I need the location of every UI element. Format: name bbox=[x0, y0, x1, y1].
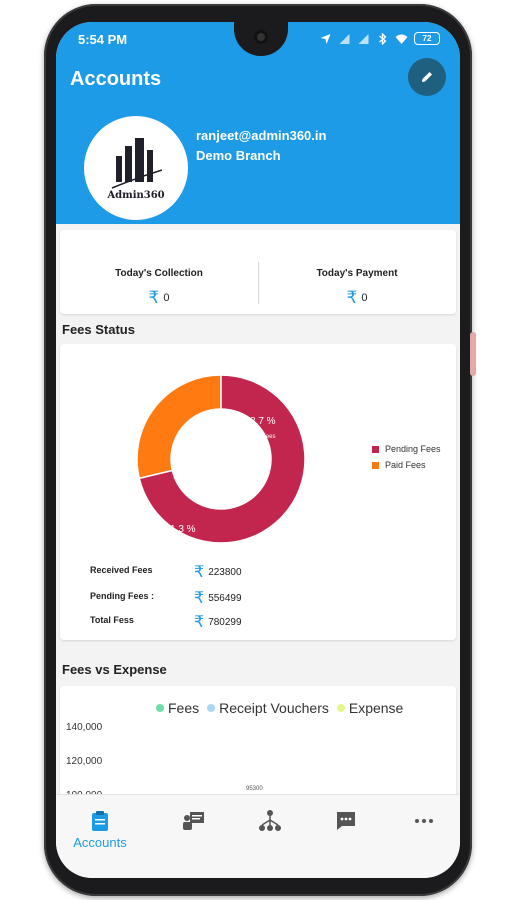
phone-side-button bbox=[470, 332, 476, 376]
received-amount: 223800 bbox=[208, 567, 242, 578]
bottom-navigation: Accounts bbox=[56, 794, 460, 878]
presentation-icon bbox=[183, 812, 204, 830]
rupee-icon: ₹ bbox=[194, 564, 205, 581]
signal-icon bbox=[339, 33, 350, 44]
avatar[interactable]: Admin360 bbox=[84, 116, 188, 220]
todays-payment-label: Today's Payment bbox=[316, 268, 398, 279]
legend-dot bbox=[156, 704, 164, 712]
chart-legend: Pending Fees Paid Fees bbox=[372, 444, 441, 476]
fees-vs-expense-title: Fees vs Expense bbox=[62, 662, 167, 677]
nav-label-accounts: Accounts bbox=[73, 835, 127, 850]
app-screen: 5:54 PM 72 Accounts bbox=[56, 22, 460, 878]
nav-item-accounts[interactable]: Accounts bbox=[72, 809, 128, 850]
nav-item-hierarchy[interactable] bbox=[242, 809, 298, 833]
todays-collection[interactable]: Today's Collection ₹0 bbox=[60, 230, 258, 314]
todays-payment-value: ₹0 bbox=[258, 288, 456, 308]
total-amount: 780299 bbox=[208, 617, 242, 628]
legend-swatch bbox=[372, 461, 379, 469]
pending-percent-label: 71.3 % bbox=[164, 524, 195, 535]
pending-slice-label: Pending Fees bbox=[161, 540, 198, 544]
todays-collection-label: Today's Collection bbox=[115, 268, 203, 279]
fees-status-card: 28.7 % Paid Fees 71.3 % Pending Fees Pendin… bbox=[60, 344, 456, 640]
slice-pending[interactable] bbox=[138, 374, 306, 544]
total-fees-row: Total Fess ₹780299 bbox=[90, 610, 290, 632]
nav-item-presentation[interactable] bbox=[166, 809, 222, 833]
clipboard-icon bbox=[92, 811, 108, 831]
todays-payment[interactable]: Today's Payment ₹0 bbox=[258, 230, 456, 314]
y-tick-label: 120,000 bbox=[66, 756, 103, 767]
legend-swatch bbox=[372, 445, 379, 453]
divider bbox=[258, 262, 259, 304]
rupee-icon: ₹ bbox=[194, 590, 205, 607]
legend-label: Fees bbox=[168, 700, 200, 716]
slice-paid[interactable] bbox=[136, 374, 222, 480]
rupee-icon: ₹ bbox=[194, 614, 205, 631]
total-fees-value: ₹780299 bbox=[194, 612, 242, 632]
signal-icon bbox=[358, 33, 369, 44]
fve-legend: Fees Receipt Vouchers Expense bbox=[156, 700, 403, 716]
status-bar: 5:54 PM 72 bbox=[56, 22, 460, 60]
fees-status-title: Fees Status bbox=[62, 322, 135, 337]
edit-button[interactable] bbox=[408, 58, 446, 96]
hierarchy-icon bbox=[259, 810, 281, 831]
received-fees-value: ₹223800 bbox=[194, 562, 242, 582]
legend-label: Expense bbox=[348, 700, 404, 716]
fees-donut-chart[interactable]: 28.7 % Paid Fees 71.3 % Pending Fees bbox=[136, 374, 306, 544]
pending-amount: 556499 bbox=[208, 593, 242, 604]
fve-legend-fees[interactable]: Fees bbox=[156, 700, 199, 716]
wifi-icon bbox=[395, 34, 408, 44]
payment-amount: 0 bbox=[361, 292, 368, 304]
fve-legend-receipts[interactable]: Receipt Vouchers bbox=[207, 700, 329, 716]
camera-notch bbox=[234, 22, 288, 56]
rupee-icon: ₹ bbox=[346, 288, 358, 307]
pending-fees-label: Pending Fees : bbox=[90, 591, 155, 601]
legend-dot bbox=[207, 704, 216, 712]
admin360-logo: Admin360 bbox=[106, 138, 165, 201]
daily-summary-card: Today's Collection ₹0 Today's Payment ₹0 bbox=[60, 230, 456, 314]
legend-label: Receipt Vouchers bbox=[219, 700, 329, 716]
status-time: 5:54 PM bbox=[78, 32, 128, 47]
total-fees-label: Total Fess bbox=[90, 615, 134, 625]
legend-dot bbox=[336, 704, 345, 712]
nav-item-more[interactable] bbox=[396, 809, 452, 833]
battery-icon: 72 bbox=[414, 32, 440, 45]
user-email: ranjeet@admin360.in bbox=[196, 128, 327, 143]
legend-label: Paid Fees bbox=[385, 460, 426, 470]
app-header: 5:54 PM 72 Accounts bbox=[56, 22, 460, 224]
logo-text: Admin360 bbox=[106, 190, 164, 201]
nav-item-messages[interactable] bbox=[318, 809, 374, 833]
status-icons: 72 bbox=[319, 32, 440, 45]
legend-item-pending[interactable]: Pending Fees bbox=[372, 444, 441, 454]
fve-legend-expense[interactable]: Expense bbox=[336, 700, 404, 716]
user-branch: Demo Branch bbox=[196, 148, 281, 163]
paid-percent-label: 28.7 % bbox=[244, 416, 275, 427]
received-fees-label: Received Fees bbox=[90, 565, 153, 575]
bar-value-label: 95300 bbox=[246, 786, 263, 792]
collection-amount: 0 bbox=[163, 292, 170, 304]
rupee-icon: ₹ bbox=[148, 288, 160, 307]
more-icon bbox=[415, 819, 433, 823]
pending-fees-value: ₹556499 bbox=[194, 588, 242, 608]
chat-icon bbox=[337, 812, 355, 830]
legend-item-paid[interactable]: Paid Fees bbox=[372, 460, 441, 470]
pending-fees-row: Pending Fees : ₹556499 bbox=[90, 586, 290, 608]
bluetooth-icon bbox=[379, 32, 387, 45]
pencil-icon bbox=[422, 72, 432, 82]
camera-icon bbox=[254, 30, 268, 44]
legend-label: Pending Fees bbox=[385, 444, 441, 454]
paid-slice-label: Paid Fees bbox=[248, 434, 275, 440]
received-fees-row: Received Fees ₹223800 bbox=[90, 560, 290, 582]
page-title: Accounts bbox=[70, 68, 162, 90]
location-icon bbox=[320, 33, 331, 44]
y-tick-label: 140,000 bbox=[66, 722, 103, 733]
fees-vs-expense-card: Fees Receipt Vouchers Expense 140,000 12… bbox=[60, 686, 456, 801]
battery-level: 72 bbox=[422, 34, 432, 43]
todays-collection-value: ₹0 bbox=[60, 288, 258, 308]
